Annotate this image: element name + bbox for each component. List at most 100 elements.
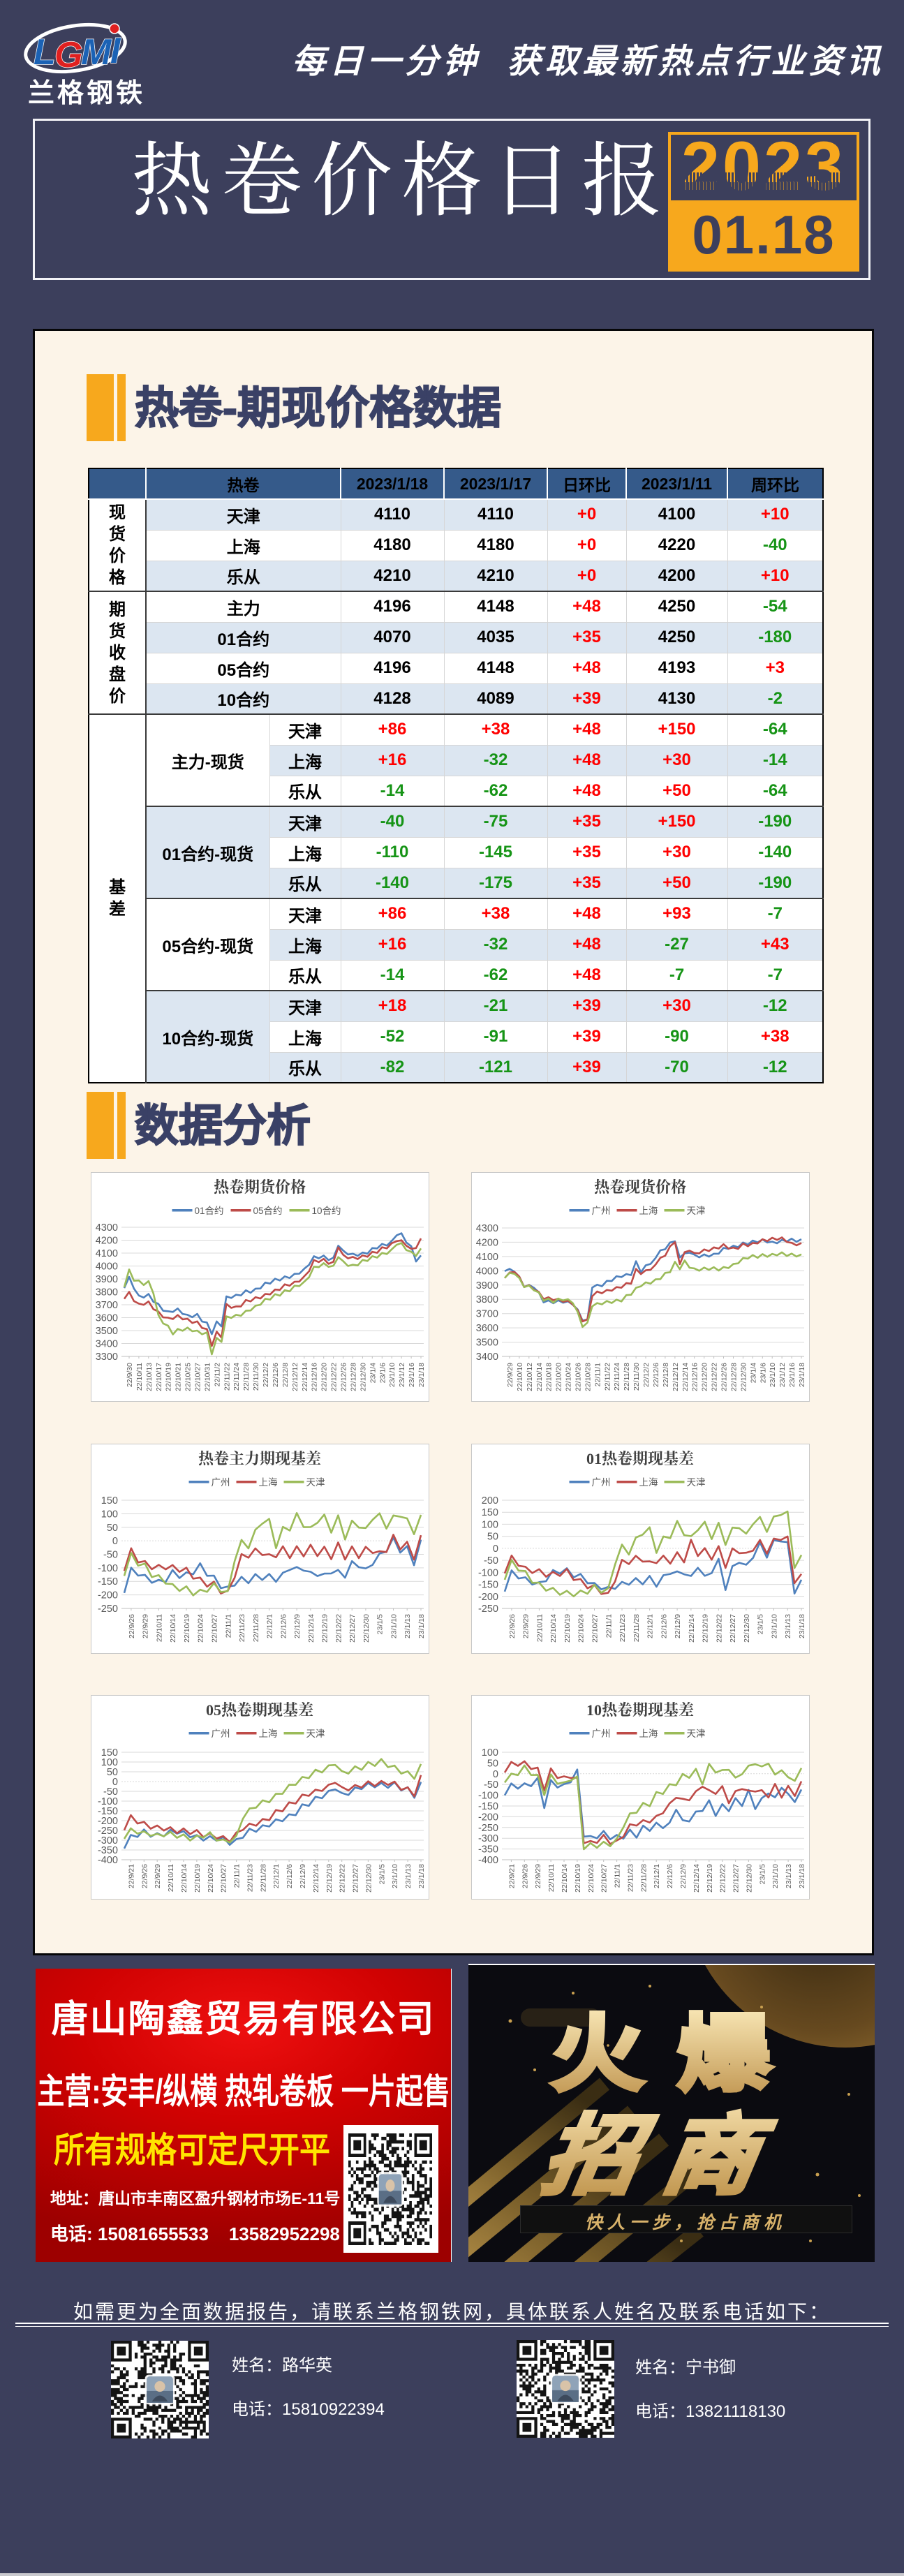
- svg-text:0: 0: [112, 1777, 118, 1788]
- svg-text:上海: 上海: [639, 1729, 658, 1739]
- svg-text:广州: 广州: [212, 1729, 230, 1739]
- svg-text:22/12/1: 22/12/1: [272, 1864, 281, 1888]
- svg-text:22/12/20: 22/12/20: [320, 1363, 329, 1391]
- svg-text:22/10/10: 22/10/10: [516, 1363, 524, 1391]
- svg-text:-250: -250: [98, 1826, 118, 1837]
- svg-text:22/12/1: 22/12/1: [266, 1614, 274, 1638]
- svg-text:3500: 3500: [96, 1326, 118, 1337]
- svg-text:3500: 3500: [476, 1338, 498, 1349]
- svg-text:23/1/10: 23/1/10: [769, 1363, 777, 1387]
- svg-text:50: 50: [107, 1767, 118, 1778]
- svg-text:22/12/9: 22/12/9: [293, 1614, 302, 1638]
- svg-text:22/12/22: 22/12/22: [330, 1363, 339, 1391]
- svg-text:22/12/6: 22/12/6: [286, 1864, 294, 1888]
- svg-text:广州: 广州: [592, 1729, 611, 1739]
- svg-text:天津: 天津: [687, 1477, 706, 1488]
- svg-text:-350: -350: [478, 1844, 498, 1856]
- svg-text:22/12/30: 22/12/30: [364, 1864, 373, 1893]
- svg-text:上海: 上海: [639, 1206, 658, 1216]
- svg-text:22/11/1: 22/11/1: [224, 1614, 232, 1638]
- svg-text:100: 100: [482, 1519, 498, 1530]
- svg-text:天津: 天津: [687, 1206, 706, 1216]
- svg-text:-150: -150: [478, 1801, 498, 1812]
- svg-text:-200: -200: [98, 1816, 118, 1827]
- svg-text:3300: 3300: [96, 1352, 118, 1363]
- svg-text:3700: 3700: [476, 1309, 498, 1320]
- svg-text:22/11/22: 22/11/22: [603, 1363, 612, 1391]
- svg-text:22/9/29: 22/9/29: [154, 1864, 162, 1888]
- svg-text:-300: -300: [478, 1833, 498, 1844]
- svg-text:22/11/28: 22/11/28: [623, 1363, 631, 1391]
- svg-text:22/9/29: 22/9/29: [506, 1363, 514, 1387]
- svg-text:-350: -350: [98, 1845, 118, 1856]
- svg-text:3600: 3600: [476, 1323, 498, 1334]
- svg-text:22/10/19: 22/10/19: [193, 1864, 202, 1893]
- svg-text:22/10/27: 22/10/27: [211, 1614, 219, 1643]
- svg-text:100: 100: [101, 1509, 118, 1520]
- svg-text:22/10/14: 22/10/14: [561, 1864, 569, 1893]
- svg-text:150: 150: [101, 1495, 118, 1507]
- svg-text:22/12/8: 22/12/8: [281, 1363, 290, 1387]
- svg-text:-300: -300: [98, 1835, 118, 1846]
- svg-text:22/11/1: 22/11/1: [593, 1363, 602, 1386]
- svg-text:50: 50: [107, 1523, 118, 1534]
- svg-text:22/9/29: 22/9/29: [522, 1614, 531, 1638]
- svg-text:22/11/28: 22/11/28: [259, 1864, 267, 1892]
- svg-text:22/10/27: 22/10/27: [220, 1864, 228, 1893]
- svg-text:22/12/20: 22/12/20: [701, 1363, 709, 1391]
- svg-text:22/12/28: 22/12/28: [350, 1363, 358, 1391]
- svg-text:22/12/9: 22/12/9: [679, 1864, 688, 1888]
- svg-text:-400: -400: [478, 1855, 498, 1866]
- svg-text:3400: 3400: [96, 1339, 118, 1350]
- svg-text:23/1/4: 23/1/4: [369, 1363, 377, 1383]
- svg-text:22/12/16: 22/12/16: [311, 1363, 319, 1391]
- svg-text:100: 100: [101, 1757, 118, 1768]
- svg-text:22/10/14: 22/10/14: [169, 1614, 177, 1643]
- svg-text:23/1/18: 23/1/18: [798, 1614, 806, 1638]
- svg-text:4200: 4200: [476, 1237, 498, 1248]
- svg-text:-100: -100: [98, 1796, 118, 1807]
- svg-text:22/11/1: 22/11/1: [233, 1864, 242, 1888]
- svg-text:22/12/30: 22/12/30: [739, 1363, 748, 1391]
- svg-text:23/1/13: 23/1/13: [785, 1864, 793, 1888]
- svg-text:22/11/28: 22/11/28: [252, 1614, 260, 1642]
- svg-text:23/1/6: 23/1/6: [378, 1363, 387, 1383]
- svg-text:22/12/30: 22/12/30: [743, 1614, 751, 1643]
- svg-text:-50: -50: [484, 1779, 498, 1791]
- svg-text:广州: 广州: [212, 1477, 230, 1488]
- svg-text:4100: 4100: [476, 1252, 498, 1263]
- svg-text:4300: 4300: [96, 1222, 118, 1234]
- svg-text:23/1/18: 23/1/18: [798, 1864, 806, 1888]
- svg-text:22/9/21: 22/9/21: [507, 1864, 516, 1888]
- svg-text:23/1/4: 23/1/4: [749, 1363, 757, 1383]
- svg-text:22/11/2: 22/11/2: [213, 1363, 221, 1386]
- svg-text:22/10/11: 22/10/11: [167, 1864, 175, 1892]
- svg-text:22/10/11: 22/10/11: [135, 1363, 144, 1391]
- svg-text:22/9/26: 22/9/26: [521, 1864, 529, 1888]
- svg-text:22/11/23: 22/11/23: [626, 1864, 635, 1892]
- svg-text:22/11/30: 22/11/30: [252, 1363, 260, 1391]
- svg-text:-150: -150: [98, 1576, 118, 1587]
- svg-text:22/12/22: 22/12/22: [339, 1864, 347, 1893]
- svg-text:22/10/19: 22/10/19: [563, 1614, 572, 1643]
- svg-text:23/1/18: 23/1/18: [417, 1864, 426, 1888]
- svg-text:22/12/9: 22/12/9: [299, 1864, 307, 1888]
- svg-text:22/10/11: 22/10/11: [547, 1864, 556, 1892]
- svg-text:22/11/30: 22/11/30: [632, 1363, 641, 1391]
- svg-text:23/1/10: 23/1/10: [771, 1614, 779, 1638]
- svg-text:22/11/28: 22/11/28: [242, 1363, 251, 1391]
- svg-text:23/1/16: 23/1/16: [408, 1363, 416, 1387]
- svg-text:22/12/26: 22/12/26: [720, 1363, 729, 1391]
- svg-text:3900: 3900: [96, 1274, 118, 1285]
- svg-text:22/12/14: 22/12/14: [681, 1363, 690, 1391]
- svg-text:23/1/16: 23/1/16: [788, 1363, 796, 1387]
- svg-text:22/12/19: 22/12/19: [706, 1864, 714, 1893]
- svg-text:热卷主力期现基差: 热卷主力期现基差: [198, 1450, 321, 1467]
- svg-text:22/10/19: 22/10/19: [574, 1864, 582, 1893]
- svg-text:22/12/12: 22/12/12: [672, 1363, 680, 1391]
- svg-text:22/11/23: 22/11/23: [246, 1864, 254, 1892]
- svg-text:22/12/30: 22/12/30: [745, 1864, 753, 1893]
- svg-text:4200: 4200: [96, 1236, 118, 1247]
- svg-text:22/12/22: 22/12/22: [715, 1614, 723, 1643]
- svg-text:22/12/6: 22/12/6: [666, 1864, 674, 1888]
